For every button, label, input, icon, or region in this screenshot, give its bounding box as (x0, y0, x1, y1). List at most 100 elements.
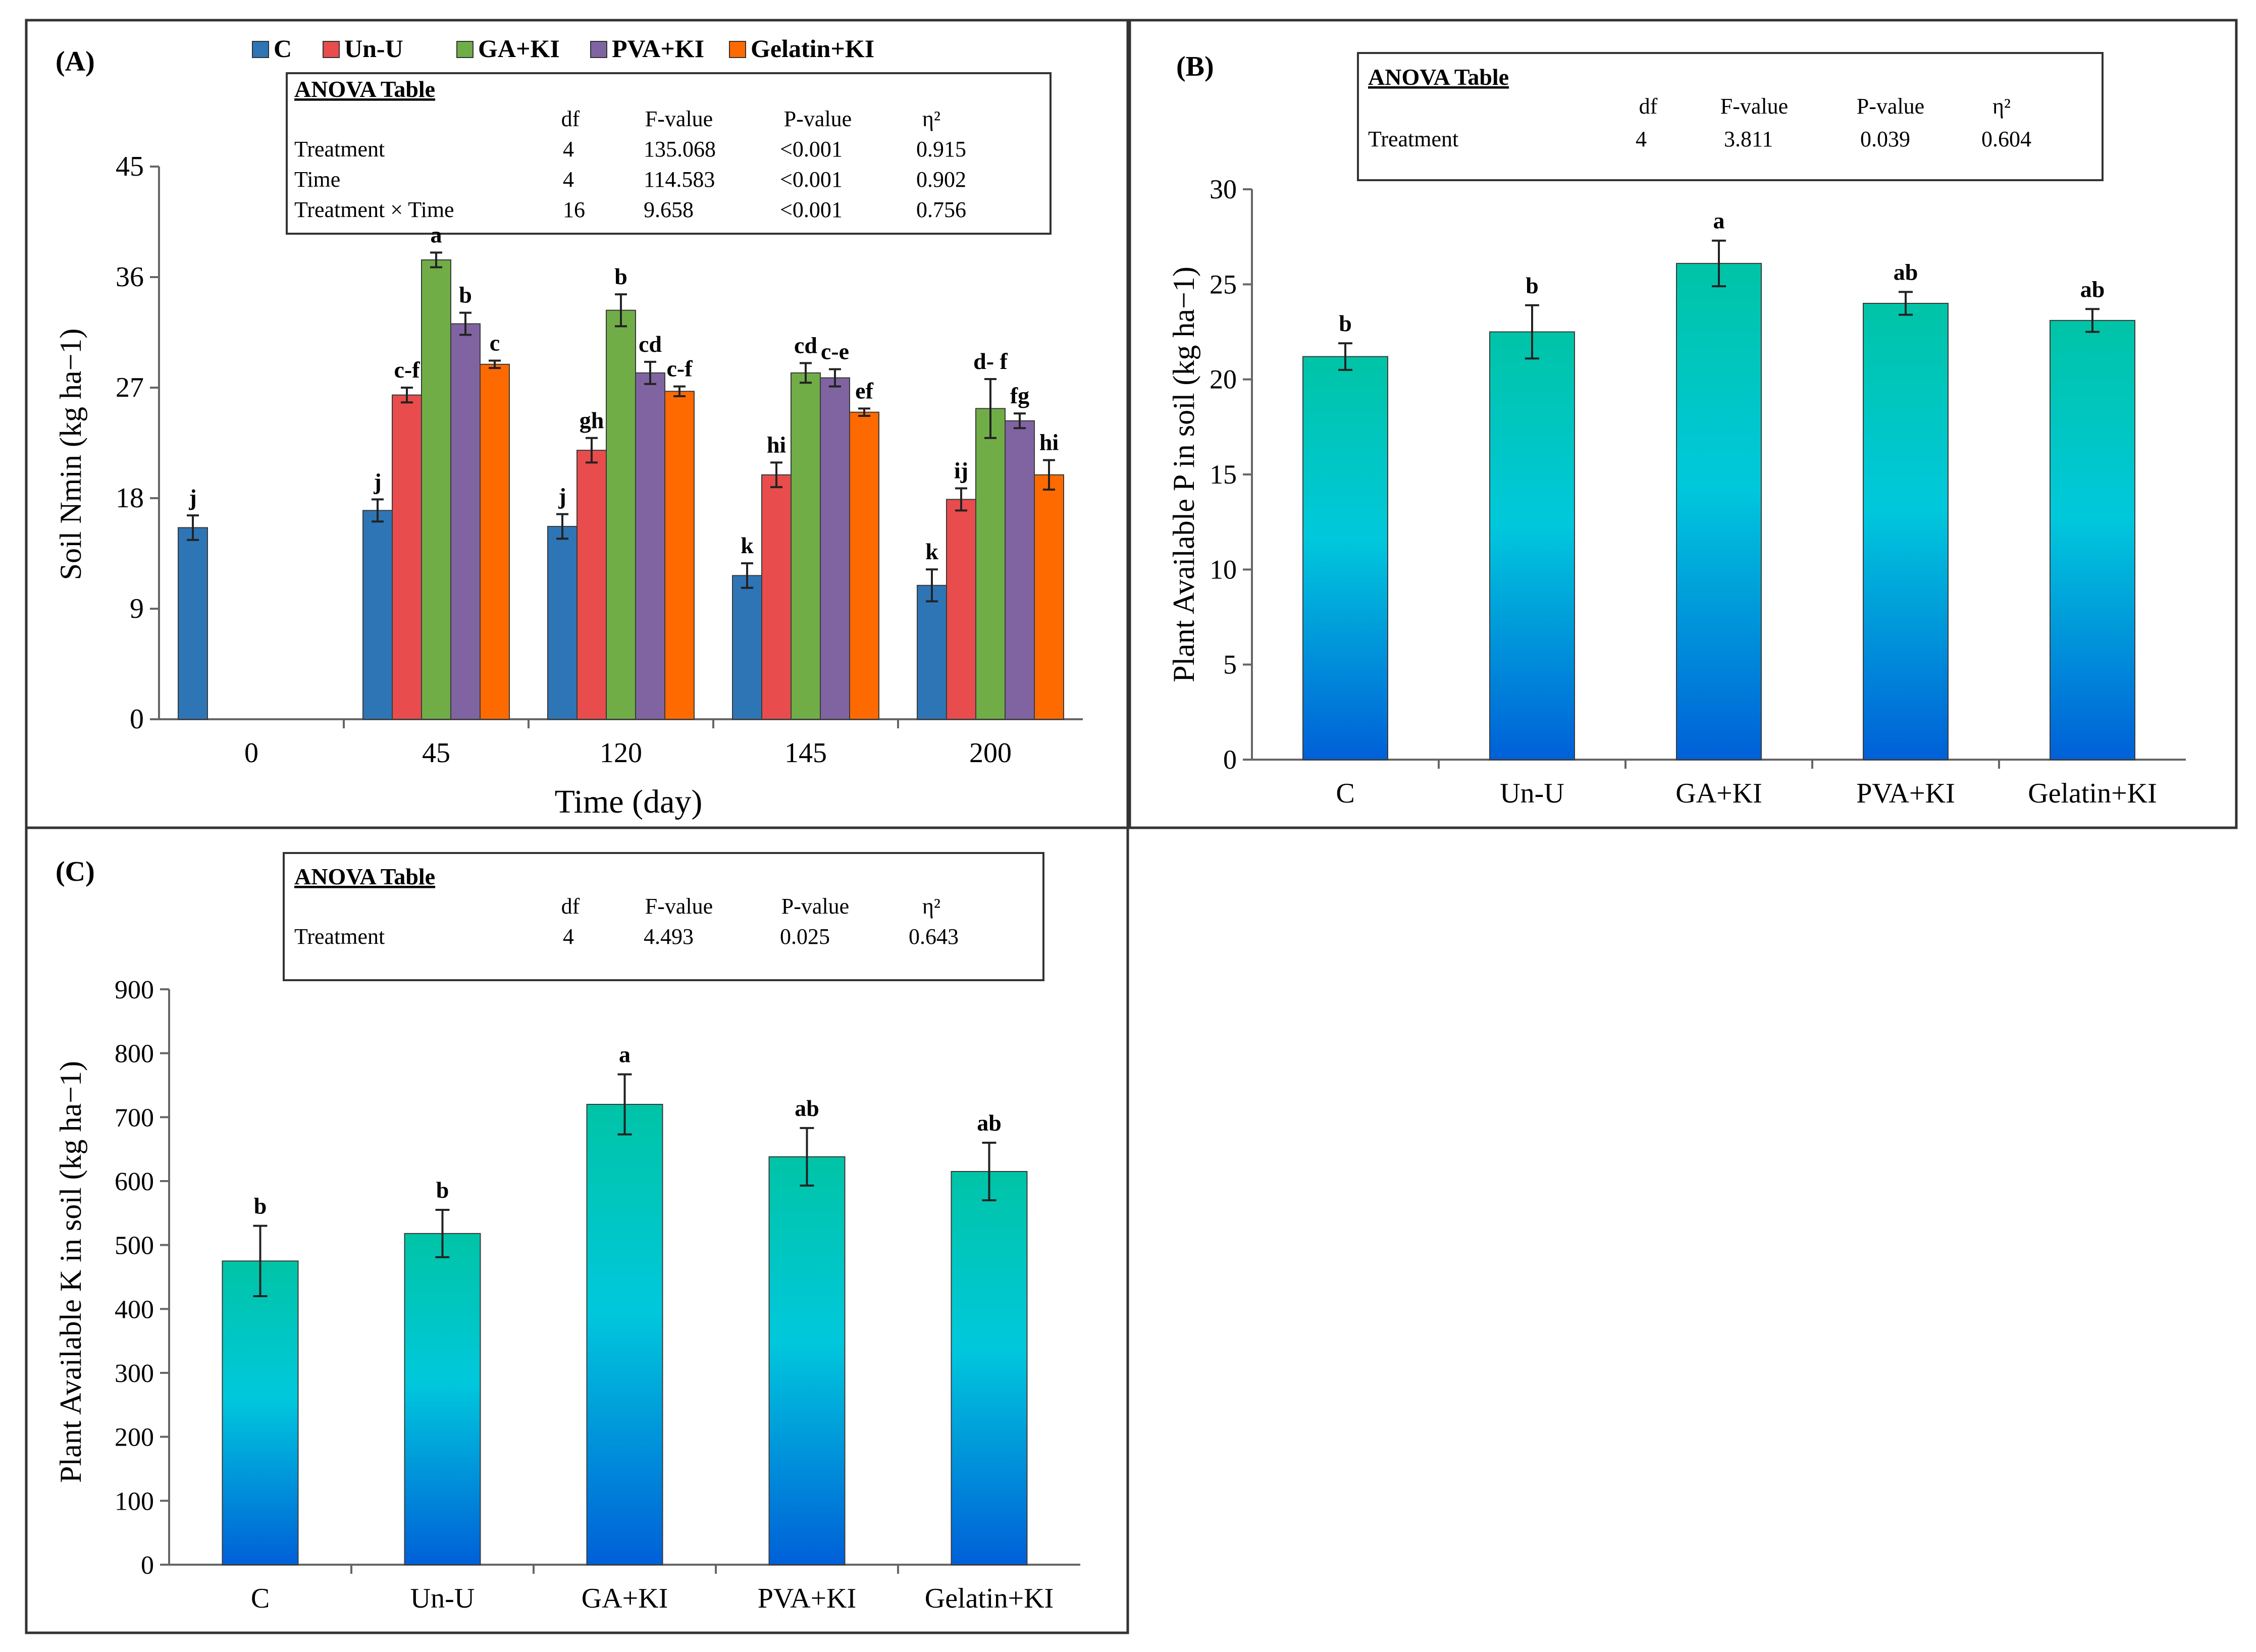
panel-a-y-tick-label: 36 (116, 261, 144, 293)
panel-b: (B) ANOVA Table df F-value P-value η² Tr… (1128, 19, 2238, 829)
panel-b-y-tick-label: 30 (1210, 174, 1237, 204)
panel-b-significance-letter: ab (1894, 259, 1918, 285)
panel-a-legend-label: C (274, 34, 292, 63)
panel-a-error-bar (800, 362, 812, 384)
panel-c-x-tick-label: Gelatin+KI (925, 1583, 1054, 1614)
panel-a-significance-letter: gh (580, 407, 604, 433)
panel-a-significance-letter: j (373, 468, 381, 494)
panel-a-y-tick-label: 0 (130, 704, 144, 735)
panel-b-anova-cell: 3.811 (1724, 127, 1773, 151)
panel-c-error-bar (435, 1209, 450, 1258)
panel-a-significance-letter: fg (1010, 383, 1029, 408)
panel-a-error-bar (673, 385, 686, 398)
panel-a-x-tick-label: 45 (422, 737, 450, 769)
panel-b-x-tick-label: C (1336, 778, 1354, 809)
panel-a-error-bar (770, 461, 782, 489)
panel-a-significance-letter: c-f (394, 357, 420, 383)
panel-a-anova-header-eta: η² (922, 106, 940, 131)
panel-c-error-bar (617, 1073, 632, 1136)
panel-a-bar (178, 527, 208, 720)
panel-a-significance-letter: ef (855, 378, 873, 403)
panel-a-plot: 09182736450j45jc-fabc120jghbcdc-f145khic… (116, 151, 1083, 769)
panel-a-bar (732, 575, 762, 720)
panel-b-anova-cell: 0.604 (1981, 127, 2031, 151)
panel-c-anova-row-name: Treatment (294, 924, 385, 949)
panel-c-anova-header-df: df (561, 894, 580, 919)
panel-c-anova-header-eta: η² (922, 894, 940, 919)
panel-c-error-bar (800, 1127, 814, 1187)
panel-c-error-bar (982, 1142, 996, 1201)
panel-c-y-tick-label: 800 (115, 1040, 154, 1069)
panel-a-significance-letter: hi (767, 432, 786, 457)
panel-a-anova-row-name: Treatment × Time (294, 197, 454, 222)
panel-a-error-bar (187, 514, 199, 541)
panel-a-bar (392, 394, 422, 720)
panel-a-significance-letter: c-f (666, 356, 693, 382)
panel-c-significance-letter: b (254, 1193, 267, 1219)
panel-a-error-bar (955, 487, 967, 512)
panel-a-anova-header-p: P-value (784, 106, 852, 131)
panel-c-ylabel: Plant Available K in soil (kg ha−1) (54, 1061, 87, 1483)
panel-a-xlabel: Time (day) (555, 783, 703, 820)
panel-c-y-tick-label: 300 (115, 1359, 154, 1388)
panel-a-error-bar (430, 251, 442, 269)
panel-b-error-bar (1338, 342, 1352, 371)
panel-b-error-bar (2085, 308, 2100, 333)
panel-a-anova-cell: <0.001 (780, 197, 843, 222)
panel-a-error-bar (556, 513, 568, 540)
panel-a-anova-row-name: Treatment (294, 137, 385, 162)
panel-b-error-bar (1712, 239, 1726, 288)
panel-a-anova-cell: 16 (563, 197, 585, 222)
panel-c-x-tick-label: Un-U (410, 1583, 475, 1614)
panel-c-label: (C) (56, 856, 95, 887)
panel-c-y-tick-label: 600 (115, 1167, 154, 1196)
panel-a-ylabel: Soil Nmin (kg ha−1) (54, 329, 87, 580)
panel-a-significance-letter: ij (954, 458, 968, 484)
panel-c-anova-table: ANOVA Table df F-value P-value η² Treatm… (283, 852, 1044, 981)
panel-b-y-tick-label: 20 (1210, 364, 1237, 395)
panel-a-bar (917, 584, 947, 720)
panel-a-error-bar (858, 407, 870, 417)
panel-a-error-bar (586, 437, 598, 464)
panel-a-anova-cell: 0.902 (916, 167, 966, 192)
panel-b-x-tick-label: GA+KI (1675, 778, 1762, 809)
panel-a-significance-letter: b (614, 263, 627, 289)
panel-b-x-tick-label: Gelatin+KI (2028, 778, 2157, 809)
panel-a-anova-frame (286, 72, 1052, 235)
panel-a-y-tick-label: 27 (116, 372, 144, 403)
panel-a-significance-letter: cd (794, 332, 817, 358)
panel-b-bar (1863, 303, 1949, 760)
panel-a-bar (849, 411, 879, 720)
panel-a-legend-label: GA+KI (478, 34, 560, 63)
panel-a-bar (606, 309, 636, 720)
panel-c-bar (768, 1156, 846, 1566)
panel-a-y-tick-label: 45 (116, 151, 144, 182)
panel-a-anova-header-f: F-value (645, 106, 713, 131)
panel-a-anova-row-name: Time (294, 167, 340, 192)
panel-b-anova-header-p: P-value (1857, 94, 1924, 119)
panel-a-error-bar (615, 293, 627, 328)
panel-a-bar (421, 259, 451, 720)
panel-b-x-tick-label: Un-U (1500, 778, 1564, 809)
panel-c: (C) ANOVA Table df F-value P-value η² Tr… (25, 826, 1129, 1634)
panel-c-y-tick-label: 200 (115, 1423, 154, 1452)
panel-b-anova-header-eta: η² (1992, 94, 2011, 119)
panel-b-y-tick-label: 5 (1223, 650, 1237, 680)
panel-a-bar (547, 525, 578, 720)
panel-a-significance-letter: b (459, 282, 472, 308)
panel-a-x-tick-label: 145 (784, 737, 827, 769)
panel-a-x-tick-label: 120 (600, 737, 642, 769)
panel-a-error-bar (829, 368, 841, 388)
panel-a-error-bar (401, 387, 413, 404)
panel-b-y-tick-label: 0 (1223, 744, 1237, 775)
panel-a-significance-letter: a (431, 222, 442, 247)
panel-a-legend-swatch (456, 41, 474, 58)
panel-b-x-tick-label: PVA+KI (1856, 778, 1955, 809)
panel-c-error-bar (253, 1224, 268, 1297)
panel-b-anova-cell: 4 (1636, 127, 1647, 151)
panel-a-significance-letter: c (490, 330, 500, 355)
panel-c-bar (404, 1233, 481, 1566)
panel-b-anova-header-f: F-value (1720, 94, 1788, 119)
panel-a-bar (664, 391, 695, 720)
